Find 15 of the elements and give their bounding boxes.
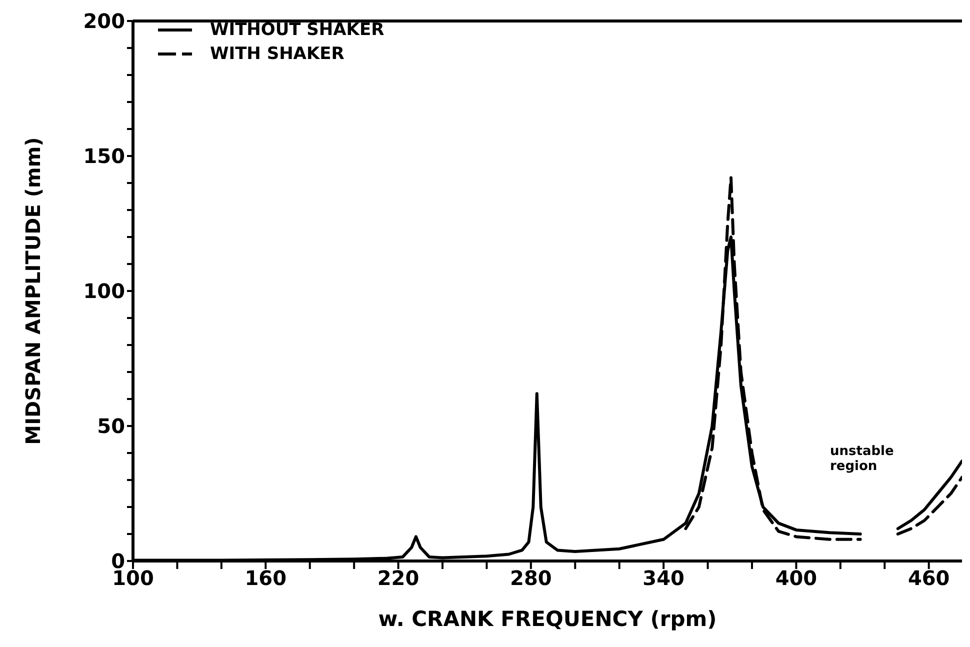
x-tick-label: 280 <box>510 566 552 590</box>
y-tick-label: 200 <box>83 9 125 34</box>
x-tick-label: 340 <box>642 566 684 590</box>
y-axis-title: MIDSPAN AMPLITUDE (mm) <box>21 137 46 445</box>
y-tick-label: 150 <box>83 144 125 168</box>
x-tick-label: 460 <box>908 566 950 590</box>
legend-label: WITH SHAKER <box>210 44 344 64</box>
y-tick-label: 100 <box>83 279 125 304</box>
x-tick-label: 400 <box>775 566 818 590</box>
x-tick-label: 160 <box>244 566 287 590</box>
legend-label: WITHOUT SHAKER <box>210 20 384 40</box>
x-axis-title: w. CRANK FREQUENCY (rpm) <box>378 607 717 631</box>
y-tick-label: 50 <box>97 414 125 438</box>
x-tick-label: 220 <box>377 566 420 590</box>
annotation: unstable region <box>830 444 895 474</box>
